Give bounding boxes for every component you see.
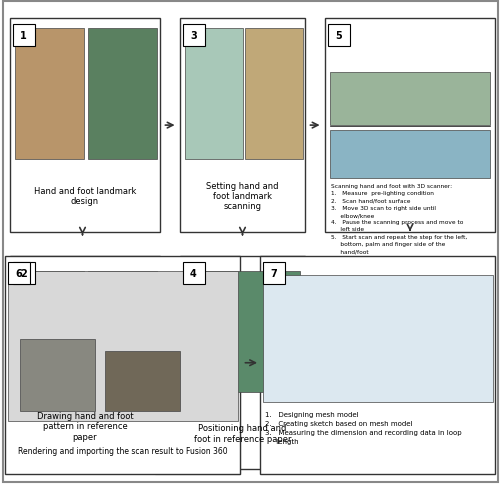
FancyBboxPatch shape [10, 257, 160, 469]
FancyBboxPatch shape [325, 19, 495, 232]
Text: Scanning hand and foot with 3D scanner:
1.   Measure  pre-lighting condition
2. : Scanning hand and foot with 3D scanner: … [331, 184, 467, 254]
FancyBboxPatch shape [10, 19, 160, 232]
FancyBboxPatch shape [180, 257, 305, 469]
Text: 7: 7 [270, 269, 277, 278]
FancyBboxPatch shape [155, 317, 240, 474]
FancyBboxPatch shape [185, 29, 242, 160]
FancyBboxPatch shape [182, 263, 205, 285]
FancyBboxPatch shape [262, 262, 285, 284]
Text: 5: 5 [335, 31, 342, 41]
FancyBboxPatch shape [12, 26, 35, 47]
Text: 1: 1 [20, 31, 27, 41]
FancyBboxPatch shape [245, 29, 302, 160]
Text: 1.   Designing mesh model
2.   Creating sketch based on mesh model
3.   Measurin: 1. Designing mesh model 2. Creating sket… [265, 411, 462, 444]
FancyBboxPatch shape [330, 73, 490, 126]
FancyBboxPatch shape [5, 257, 240, 474]
FancyBboxPatch shape [12, 263, 35, 285]
FancyBboxPatch shape [330, 131, 490, 179]
FancyBboxPatch shape [328, 26, 350, 47]
Text: 4: 4 [190, 269, 197, 278]
Text: Rendering and importing the scan result to Fusion 360: Rendering and importing the scan result … [18, 446, 228, 454]
FancyBboxPatch shape [88, 271, 157, 392]
FancyBboxPatch shape [88, 29, 157, 160]
FancyBboxPatch shape [180, 19, 305, 232]
FancyBboxPatch shape [8, 262, 30, 284]
FancyBboxPatch shape [262, 276, 492, 402]
FancyBboxPatch shape [20, 339, 95, 411]
Text: 3: 3 [190, 31, 197, 41]
FancyBboxPatch shape [260, 257, 495, 474]
FancyBboxPatch shape [105, 351, 180, 411]
FancyBboxPatch shape [15, 271, 84, 392]
Text: Drawing hand and foot
pattern in reference
paper: Drawing hand and foot pattern in referen… [36, 411, 134, 441]
Text: 6: 6 [15, 269, 22, 278]
FancyBboxPatch shape [8, 271, 237, 421]
Text: Positioning hand and
foot in reference paper: Positioning hand and foot in reference p… [194, 424, 291, 443]
FancyBboxPatch shape [15, 29, 84, 160]
FancyBboxPatch shape [185, 271, 300, 392]
FancyBboxPatch shape [182, 26, 205, 47]
Text: 2: 2 [20, 269, 27, 278]
Text: Hand and foot landmark
design: Hand and foot landmark design [34, 186, 136, 206]
Text: Setting hand and
foot landmark
scanning: Setting hand and foot landmark scanning [206, 181, 279, 211]
